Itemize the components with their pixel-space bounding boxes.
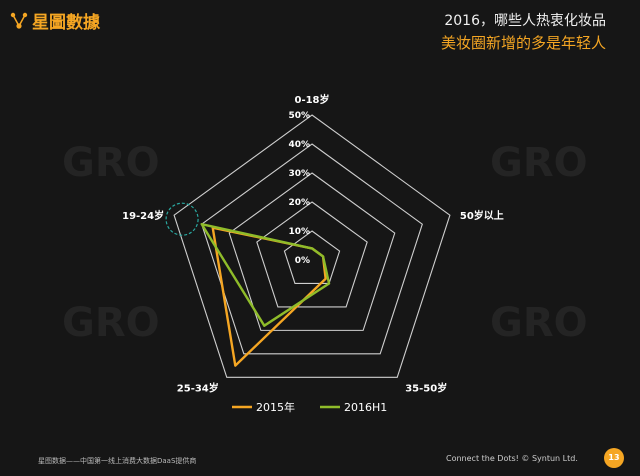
series-layer [200,222,331,367]
page-number-badge: 13 [604,448,624,468]
tick-label: 50% [288,111,310,121]
category-labels: 0-18岁 50岁以上 35-50岁 25-34岁 19-24岁 [122,93,504,394]
watermark: GRO [490,140,588,186]
series-line [200,222,331,327]
legend-label: 2016H1 [344,401,387,414]
footer-tagline: 星图数据——中国第一线上消费大数据DaaS提供商 [38,457,197,465]
radial-ticks: 0% 10% 20% 30% 40% 50% [288,111,310,266]
category-label: 35-50岁 [405,381,447,394]
grid-ring [283,230,341,285]
dots-logo-icon [10,12,28,29]
brand-name: 星圖數據 [32,13,100,33]
page-subtitle: 美妆圈新增的多是年轻人 [440,34,606,52]
legend: 2015年 2016H1 [232,400,387,414]
watermark: GRO [62,140,160,186]
category-label: 19-24岁 [122,209,164,222]
category-label: 0-18岁 [294,93,329,106]
tick-label: 30% [288,169,310,179]
brand-logo: 星圖數據 [10,8,100,33]
tick-label: 20% [288,198,310,208]
radar-grid [173,114,451,378]
tick-label: 40% [288,140,310,150]
category-label: 25-34岁 [177,381,219,394]
footer-copyright: Connect the Dots! © Syntun Ltd. [446,454,578,463]
highlight-circle [165,202,199,236]
watermark: GRO [62,300,160,346]
watermark: GRO [490,300,588,346]
grid-ring [201,143,423,355]
grid-ring [256,201,368,308]
grid-ring [173,114,451,378]
page-title: 2016，哪些人热衷化妆品 [444,13,606,29]
legend-label: 2015年 [256,400,295,414]
category-label: 50岁以上 [460,209,504,222]
tick-label: 10% [288,227,310,237]
grid-ring [228,172,396,331]
tick-label: 0% [295,256,310,266]
